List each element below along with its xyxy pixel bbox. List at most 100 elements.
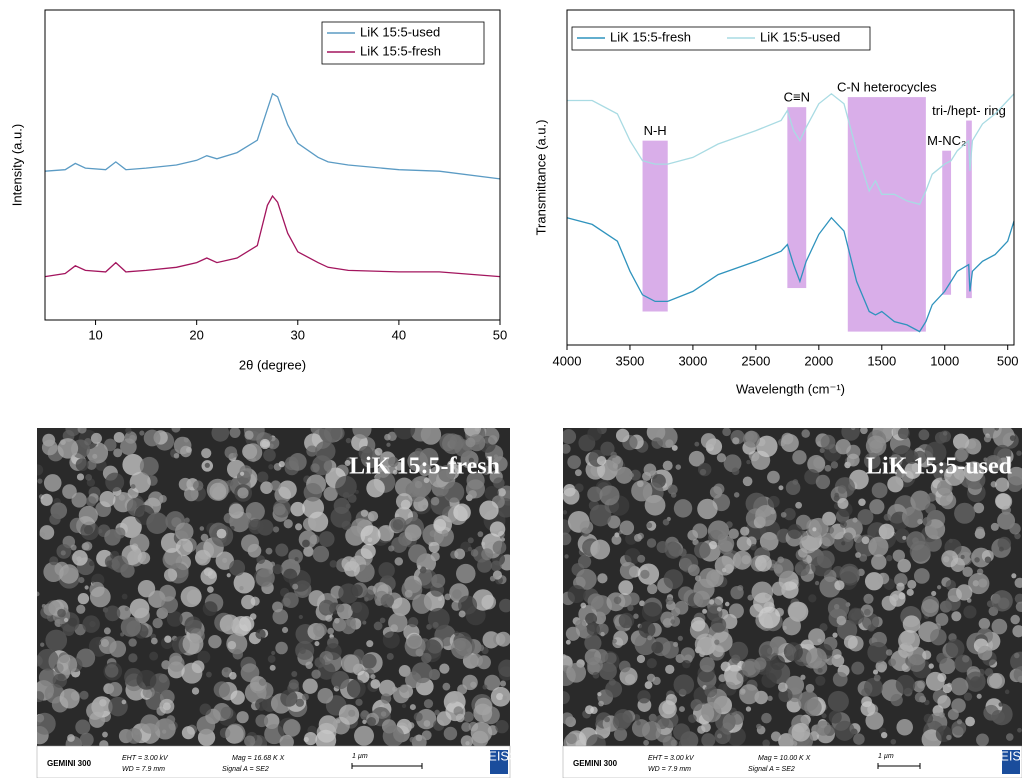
sem-grain xyxy=(417,565,421,569)
sem-grain xyxy=(687,530,698,541)
sem-grain xyxy=(197,716,216,735)
sem-grain xyxy=(164,636,171,643)
sem-grain xyxy=(40,532,46,538)
legend-label: LiK 15:5-used xyxy=(360,24,440,39)
sem-grain xyxy=(851,426,855,430)
sem-grain xyxy=(346,503,351,508)
sem-grain xyxy=(400,685,408,693)
sem-grain xyxy=(844,635,858,649)
sem-grain xyxy=(311,598,317,604)
sem-grain xyxy=(279,461,285,467)
sem-grain xyxy=(241,534,259,552)
sem-signal: Signal A = SE2 xyxy=(748,766,795,773)
sem-grain xyxy=(619,613,635,629)
sem-grain xyxy=(280,690,297,707)
sem-grain xyxy=(924,600,933,609)
sem-grain xyxy=(78,593,89,604)
sem-grain xyxy=(283,569,297,583)
sem-grain xyxy=(292,584,298,590)
sem-grain xyxy=(421,653,431,663)
sem-grain xyxy=(477,558,492,573)
sem-grain xyxy=(225,723,245,743)
sem-grain xyxy=(836,439,851,454)
sem-grain xyxy=(122,594,128,600)
sem-grain xyxy=(362,720,366,724)
sem-grain xyxy=(792,450,806,464)
sem-grain xyxy=(255,714,268,727)
sem-grain xyxy=(1017,728,1022,733)
sem-grain xyxy=(610,452,616,458)
sem-grain xyxy=(734,492,739,497)
sem-grain xyxy=(974,557,979,562)
sem-grain xyxy=(410,737,416,743)
sem-grain xyxy=(808,628,825,645)
sem-grain xyxy=(605,681,622,698)
sem-grain xyxy=(818,668,823,673)
sem-grain xyxy=(214,681,230,697)
sem-grain xyxy=(575,469,582,476)
sem-grain xyxy=(812,527,816,531)
sem-grain xyxy=(747,595,753,601)
sem-grain xyxy=(239,586,243,590)
sem-grain xyxy=(995,478,1009,492)
sem-grain xyxy=(495,720,508,733)
sem-grain xyxy=(563,510,567,514)
sem-grain xyxy=(860,426,868,434)
sem-grain xyxy=(336,604,345,613)
sem-grain xyxy=(122,700,127,705)
sem-grain xyxy=(256,555,265,564)
sem-grain xyxy=(896,719,913,736)
sem-grain xyxy=(381,594,394,607)
sem-grain xyxy=(268,655,276,663)
sem-grain xyxy=(962,567,972,577)
sem-grain xyxy=(788,524,803,539)
sem-grain xyxy=(659,700,677,718)
sem-grain xyxy=(891,739,897,745)
sem-grain xyxy=(991,590,1012,611)
sem-mag: Mag = 16.68 K X xyxy=(232,755,285,762)
sem-grain xyxy=(434,710,440,716)
sem-grain xyxy=(57,654,77,674)
sem-grain xyxy=(566,733,577,744)
sem-grain xyxy=(919,429,930,440)
sem-grain xyxy=(821,435,836,450)
sem-grain xyxy=(395,557,403,565)
sem-grain xyxy=(447,693,458,704)
sem-grain xyxy=(327,628,334,635)
x-tick-label: 30 xyxy=(291,327,305,342)
y-axis-label: Intensity (a.u.) xyxy=(9,124,24,206)
sem-grain xyxy=(931,591,936,596)
sem-grain xyxy=(868,624,875,631)
sem-grain xyxy=(366,479,385,498)
sem-grain xyxy=(33,691,44,702)
sem-grain xyxy=(642,721,661,740)
sem-grain xyxy=(105,473,124,492)
sem-grain xyxy=(41,494,53,506)
sem-grain xyxy=(722,427,731,436)
sem-grain xyxy=(35,592,40,597)
sem-grain xyxy=(431,552,440,561)
sem-grain xyxy=(381,693,391,703)
sem-grain xyxy=(821,533,834,546)
sem-grain xyxy=(702,609,707,614)
sem-grain xyxy=(493,541,507,555)
sem-grain xyxy=(457,684,467,694)
sem-grain xyxy=(470,654,483,667)
sem-grain xyxy=(886,649,893,656)
sem-grain xyxy=(815,676,825,686)
band-label: tri-/hept- ring xyxy=(932,103,1006,118)
sem-grain xyxy=(229,560,245,576)
sem-grain xyxy=(666,597,674,605)
sem-grain xyxy=(939,712,945,718)
x-tick-label: 500 xyxy=(997,353,1019,368)
sem-grain xyxy=(75,720,90,735)
sem-grain xyxy=(225,446,238,459)
sem-grain xyxy=(697,499,717,519)
sem-grain xyxy=(114,527,125,538)
sem-grain xyxy=(207,479,229,501)
sem-grain xyxy=(342,521,351,530)
sem-grain xyxy=(957,719,962,724)
sem-grain xyxy=(231,526,235,530)
sem-grain xyxy=(947,683,952,688)
sem-grain xyxy=(834,495,840,501)
